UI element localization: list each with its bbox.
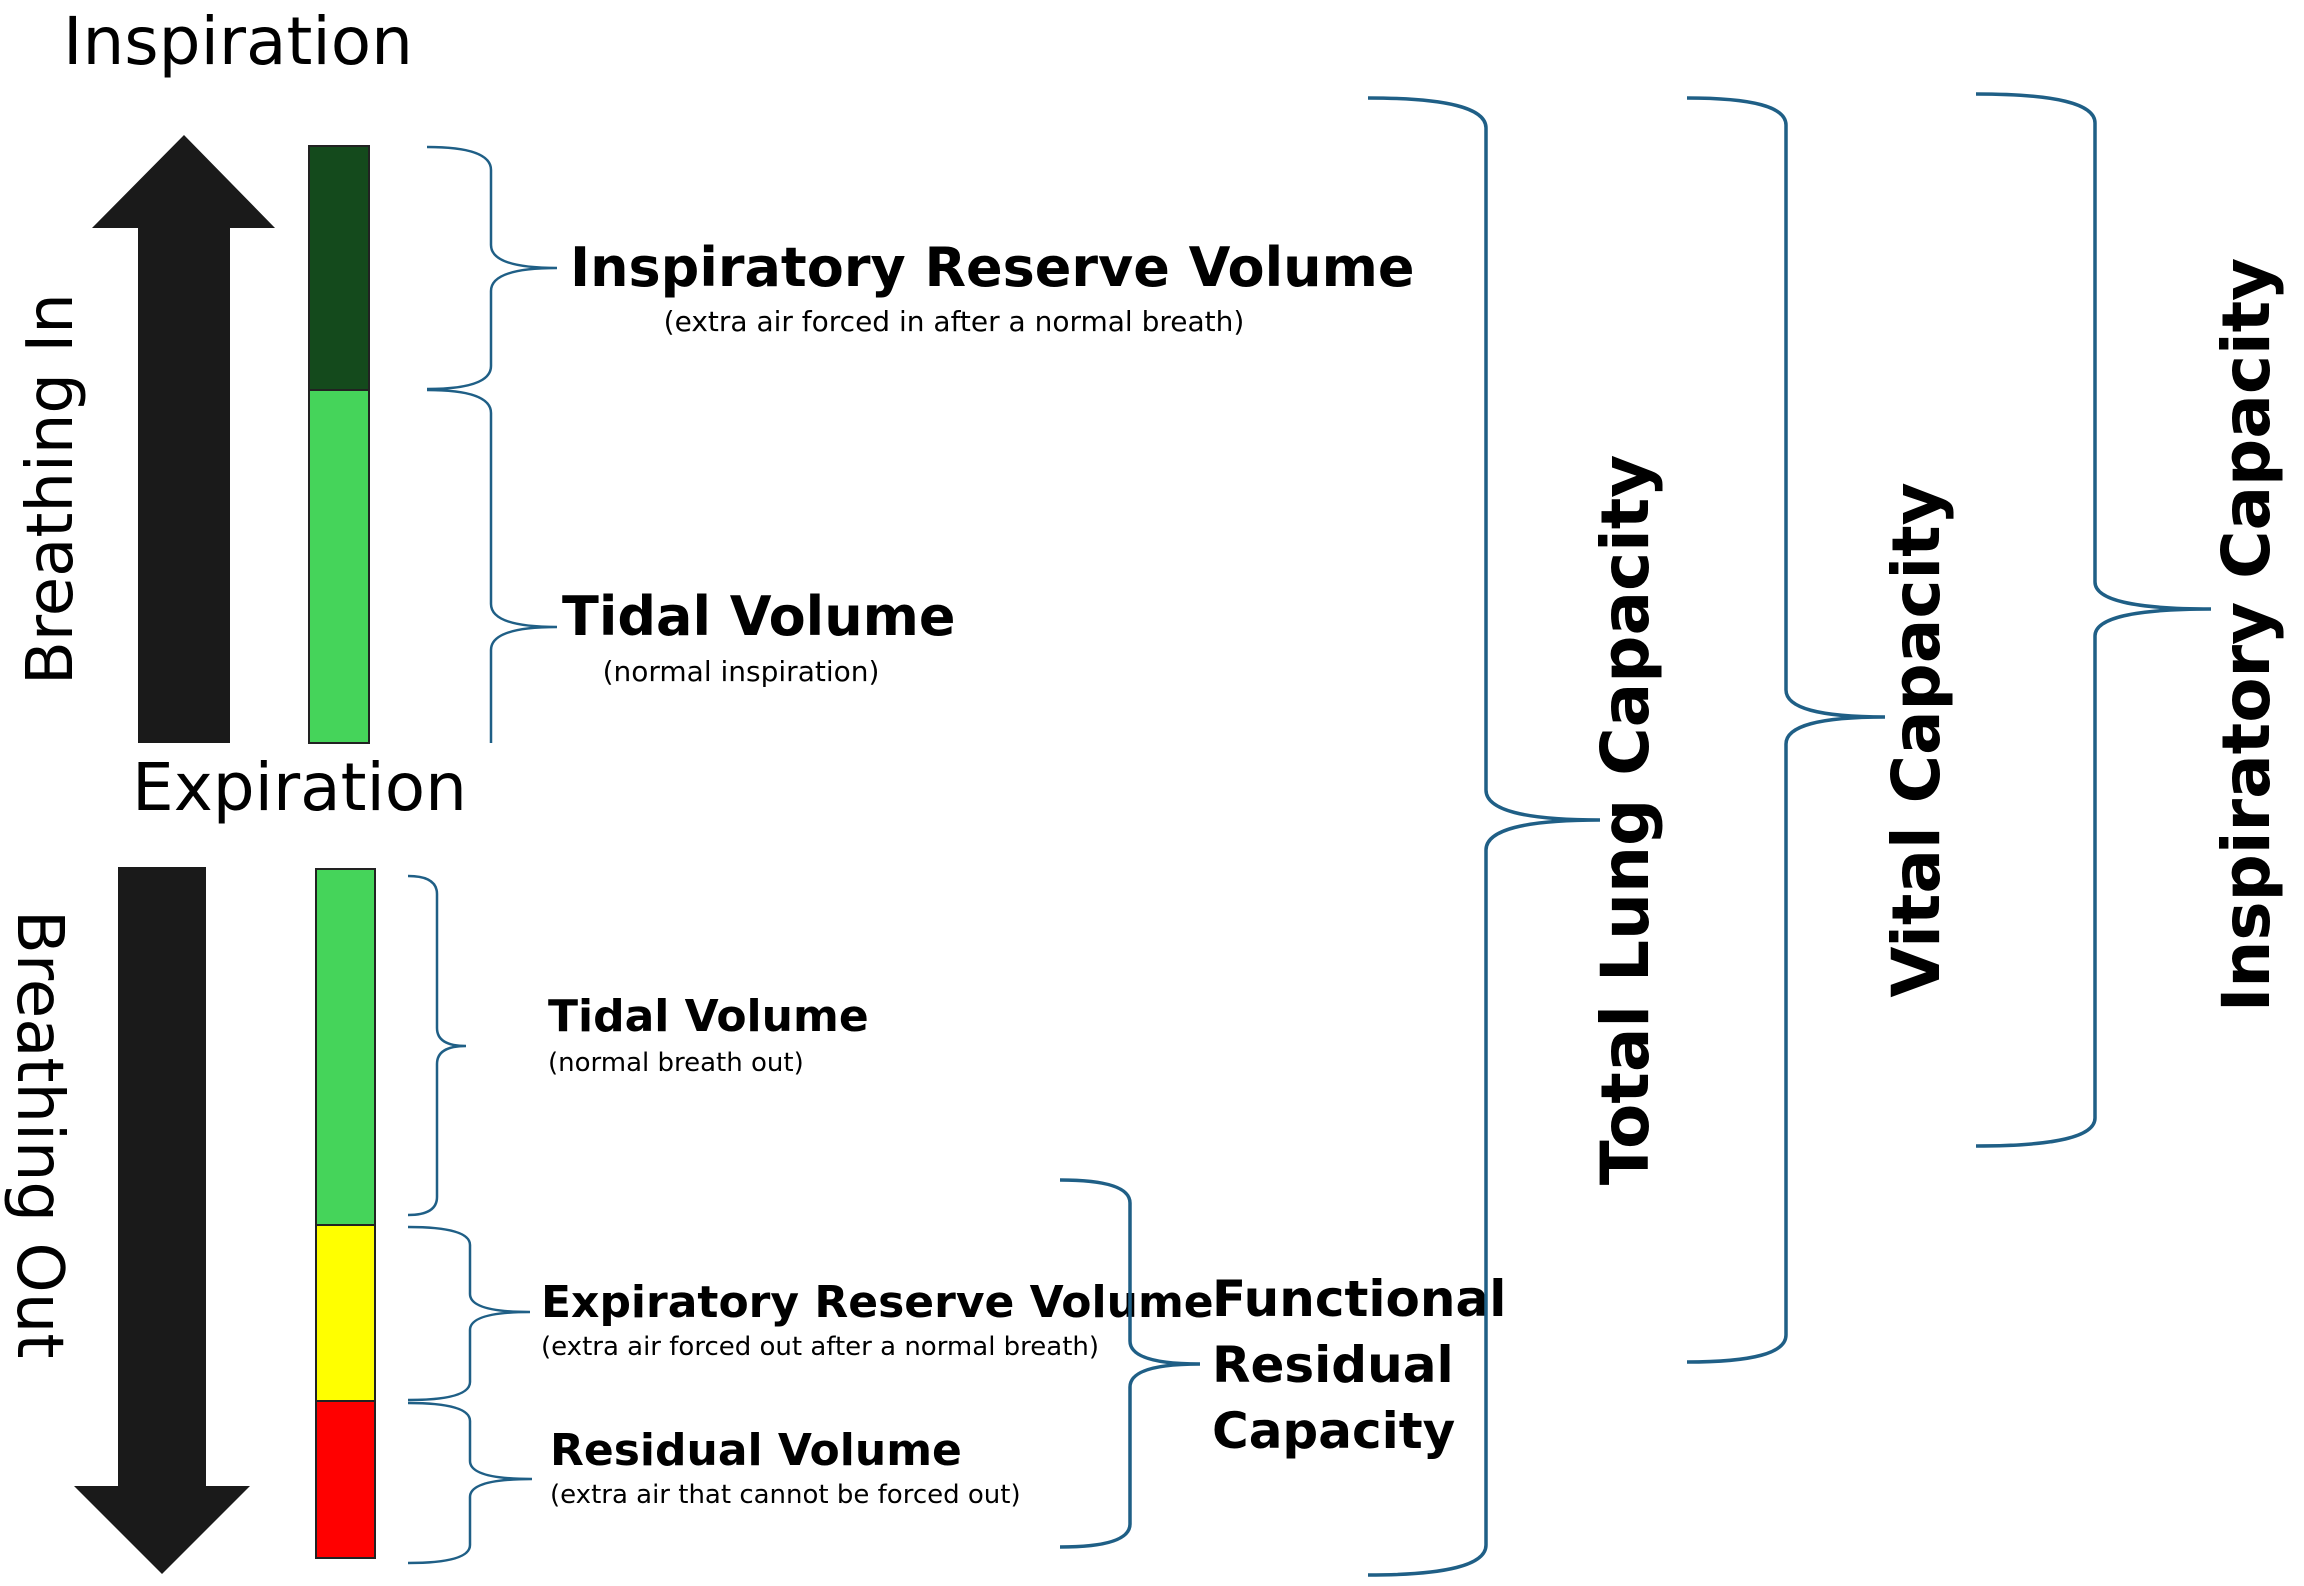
breathing-in-arrow	[92, 135, 275, 743]
brace-inspiratory-reserve	[426, 145, 558, 391]
expiration-heading: Expiration	[132, 749, 467, 826]
irv-subtitle: (extra air forced in after a normal brea…	[664, 305, 1245, 338]
brace-tidal-out	[407, 874, 467, 1217]
brace-expiratory-reserve	[407, 1225, 531, 1402]
frc-line1: Functional	[1212, 1270, 1506, 1328]
tidal-out-subtitle: (normal breath out)	[548, 1048, 804, 1078]
inspiratory-capacity-label: Inspiratory Capacity	[2208, 258, 2285, 1012]
frc-line3: Capacity	[1212, 1402, 1455, 1460]
breathing-out-arrow	[74, 867, 250, 1574]
bar-tidal-out	[315, 868, 376, 1226]
inspiration-heading: Inspiration	[63, 3, 413, 80]
brace-inspiratory-capacity	[1975, 92, 2212, 1148]
breathing-in-label: Breathing In	[14, 293, 88, 685]
brace-functional-residual	[1059, 1178, 1201, 1549]
bar-residual	[315, 1400, 376, 1559]
brace-vital-capacity	[1686, 96, 1886, 1364]
total-lung-capacity-label: Total Lung Capacity	[1587, 455, 1664, 1186]
erv-title: Expiratory Reserve Volume	[541, 1277, 1214, 1328]
brace-total-lung-capacity	[1367, 96, 1601, 1577]
erv-subtitle: (extra air forced out after a normal bre…	[541, 1332, 1099, 1362]
tidal-out-title: Tidal Volume	[548, 991, 869, 1042]
irv-title: Inspiratory Reserve Volume	[570, 236, 1414, 299]
bar-tidal-in	[308, 389, 370, 744]
bar-inspiratory-reserve	[308, 145, 370, 391]
frc-line2: Residual	[1212, 1336, 1454, 1394]
rv-title: Residual Volume	[550, 1425, 962, 1476]
bar-expiratory-reserve	[315, 1224, 376, 1402]
rv-subtitle: (extra air that cannot be forced out)	[550, 1480, 1021, 1510]
brace-tidal-in	[426, 388, 558, 743]
tidal-in-subtitle: (normal inspiration)	[603, 655, 880, 688]
brace-residual	[407, 1401, 533, 1565]
tidal-in-title: Tidal Volume	[562, 585, 956, 648]
vital-capacity-label: Vital Capacity	[1878, 482, 1955, 997]
breathing-out-label: Breathing Out	[2, 910, 76, 1358]
